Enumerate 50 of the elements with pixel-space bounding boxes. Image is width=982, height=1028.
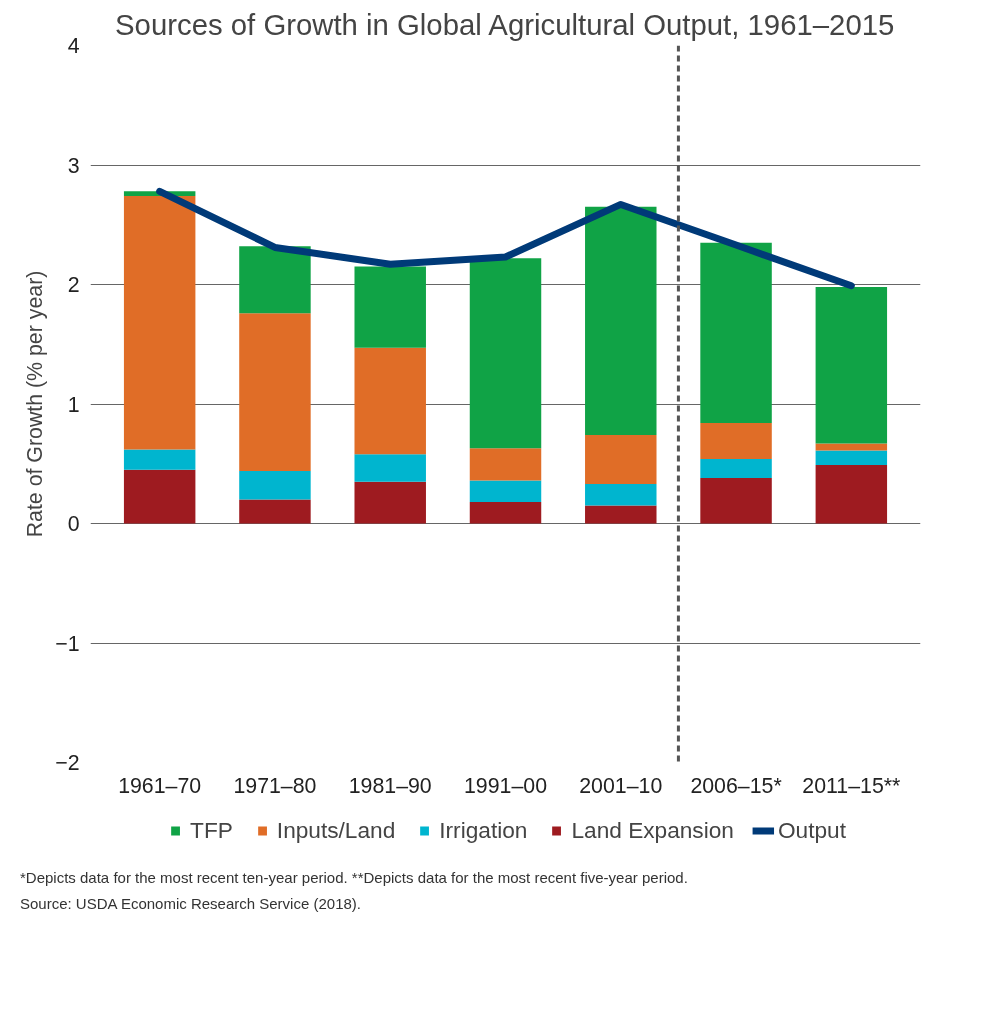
x-tick-label: 1991–00 [463, 773, 548, 798]
bar [585, 206, 657, 436]
bar [469, 501, 542, 524]
bar [585, 505, 657, 524]
x-tick-label: 1981–90 [348, 773, 432, 798]
y-tick-label: −2 [55, 751, 80, 775]
y-tick-label: 4 [67, 34, 80, 58]
bar [123, 469, 196, 524]
bar [239, 313, 311, 471]
bar [700, 478, 772, 524]
bar [700, 458, 772, 479]
bar [239, 470, 311, 500]
x-tick-label: 1961–70 [118, 773, 202, 798]
bar [469, 258, 542, 449]
bar [815, 443, 888, 451]
bar [123, 449, 196, 470]
x-tick-label: 2011–15** [802, 773, 901, 798]
bar [239, 246, 311, 314]
y-axis-title: Rate of Growth (% per year) [23, 270, 48, 538]
x-tick-label: 1971–80 [233, 773, 317, 798]
bar [815, 450, 888, 465]
bar [469, 448, 542, 481]
bar [585, 484, 657, 506]
text: *Depicts data for the most recent ten-year period. **Depicts data for the most recent five-year period. [20, 869, 688, 886]
x-tick-label: 2006–15* [690, 773, 782, 798]
bar [239, 499, 311, 524]
bar [585, 435, 657, 485]
legend-label: TFP [190, 816, 233, 844]
bar [815, 464, 888, 524]
legend-label: Inputs/Land [276, 816, 396, 844]
bar [354, 454, 426, 482]
legend-label: Output [777, 816, 846, 844]
bar [354, 347, 426, 455]
bar [123, 196, 196, 450]
legend-label: Irrigation [439, 816, 528, 844]
bar [815, 286, 888, 444]
y-tick-label: 2 [67, 273, 80, 297]
source-note: Source: USDA Economic Research Service (2018). [20, 894, 361, 912]
x-tick-label: 2001–10 [579, 773, 663, 798]
bar [700, 423, 772, 459]
bar [354, 481, 426, 524]
chart-title: Sources of Growth in Global Agricultural Output, 1961–2015 [115, 7, 895, 41]
y-tick-label: −1 [55, 631, 80, 656]
y-tick-label: 3 [67, 153, 80, 178]
bar [700, 242, 772, 424]
bar [469, 480, 542, 502]
y-tick-label: 0 [67, 512, 80, 536]
bar [354, 266, 426, 348]
y-tick-label: 1 [67, 392, 80, 417]
legend-label: Land Expansion [571, 816, 734, 844]
